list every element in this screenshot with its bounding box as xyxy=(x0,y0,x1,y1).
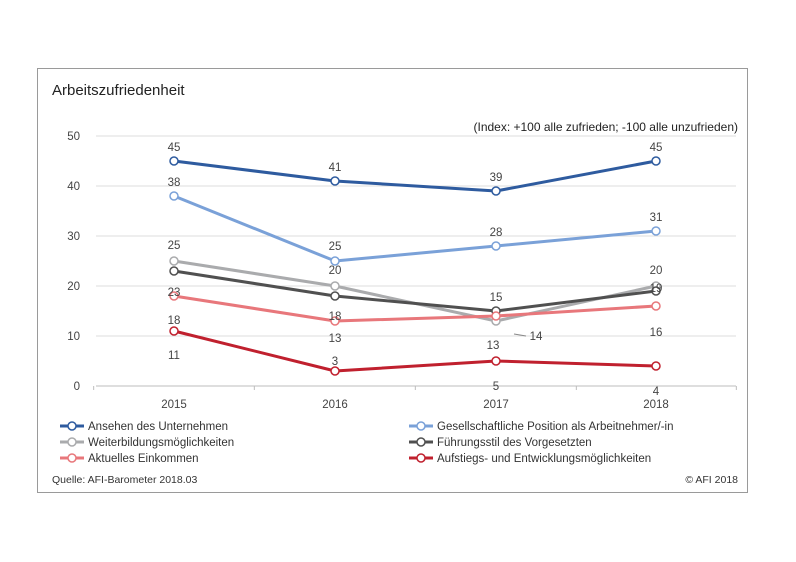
data-point xyxy=(330,176,340,186)
data-label: 13 xyxy=(329,333,342,345)
x-tick-label: 2016 xyxy=(322,399,348,411)
data-label: 20 xyxy=(650,265,663,277)
y-tick-label: 40 xyxy=(67,181,80,193)
y-tick-label: 20 xyxy=(67,281,80,293)
series-lines xyxy=(169,156,661,376)
data-label: 20 xyxy=(329,265,342,277)
y-tick-label: 50 xyxy=(67,131,80,143)
data-point xyxy=(169,291,179,301)
legend-entry: Führungsstil des Vorgesetzten xyxy=(437,437,592,449)
series-line xyxy=(173,194,657,263)
legend-entry: Aktuelles Einkommen xyxy=(88,453,199,465)
data-point xyxy=(169,326,179,336)
data-point xyxy=(330,281,340,291)
chart-subtitle: (Index: +100 alle zufrieden; -100 alle u… xyxy=(473,120,738,134)
data-point xyxy=(651,226,661,236)
legend-swatch-marker xyxy=(67,453,77,463)
x-tick-label: 2015 xyxy=(161,399,187,411)
legend: Ansehen des Unternehmen Gesellschaftliche… xyxy=(60,421,674,465)
data-label: 25 xyxy=(168,240,181,252)
legend-entry: Gesellschaftliche Position als Arbeitneh… xyxy=(437,421,674,433)
data-label: 31 xyxy=(650,212,663,224)
legend-entry: Ansehen des Unternehmen xyxy=(88,421,228,433)
series-line xyxy=(173,269,657,313)
data-point xyxy=(330,366,340,376)
legend-swatch-marker xyxy=(416,421,426,431)
data-label: 38 xyxy=(168,177,181,189)
data-label: 25 xyxy=(329,241,342,253)
data-point xyxy=(651,156,661,166)
data-point xyxy=(169,266,179,276)
x-tick-label: 2017 xyxy=(483,399,509,411)
data-label: 11 xyxy=(168,350,180,362)
legend-entry: Aufstiegs- und Entwicklungsmöglichkeiten xyxy=(437,453,651,465)
data-label: 28 xyxy=(490,227,503,239)
x-tick-label: 2018 xyxy=(643,399,669,411)
data-point xyxy=(491,186,501,196)
data-label: 45 xyxy=(168,142,181,154)
data-label: 3 xyxy=(332,356,338,368)
data-label: 16 xyxy=(650,327,663,339)
data-point xyxy=(651,286,661,296)
data-label: 19 xyxy=(650,283,663,295)
data-point xyxy=(330,256,340,266)
legend-swatch-marker xyxy=(67,421,77,431)
legend-swatch-marker xyxy=(416,453,426,463)
line-chart: Arbeitszufriedenheit (Index: +100 alle z… xyxy=(52,82,738,486)
legend-swatch-marker xyxy=(416,437,426,447)
y-tick-label: 0 xyxy=(74,381,80,393)
chart-title: Arbeitszufriedenheit xyxy=(52,82,185,99)
legend-swatch-marker xyxy=(67,437,77,447)
chart-frame: Arbeitszufriedenheit (Index: +100 alle z… xyxy=(37,68,748,493)
data-label: 4 xyxy=(653,386,660,398)
data-point xyxy=(491,241,501,251)
copyright-note: © AFI 2018 xyxy=(685,474,738,486)
data-label: 5 xyxy=(493,381,499,393)
series-line xyxy=(173,329,657,373)
data-point xyxy=(169,256,179,266)
series-line xyxy=(173,159,657,193)
data-label: 18 xyxy=(168,315,181,327)
data-label: 23 xyxy=(168,287,181,299)
data-label: 18 xyxy=(329,311,342,323)
data-label: 14 xyxy=(530,331,543,343)
data-point xyxy=(651,361,661,371)
series-line xyxy=(173,294,657,323)
data-point xyxy=(330,291,340,301)
data-point xyxy=(169,156,179,166)
data-point xyxy=(169,191,179,201)
data-label: 39 xyxy=(490,172,503,184)
data-label: 13 xyxy=(487,340,500,352)
data-point xyxy=(491,311,501,321)
legend-entry: Weiterbildungsmöglichkeiten xyxy=(88,437,234,449)
data-label: 15 xyxy=(490,292,503,304)
source-note: Quelle: AFI-Barometer 2018.03 xyxy=(52,474,197,486)
data-point xyxy=(330,316,340,326)
data-label: 45 xyxy=(650,142,663,154)
gridlines xyxy=(96,135,736,337)
y-tick-label: 10 xyxy=(67,331,80,343)
label-leader-line xyxy=(513,333,527,337)
y-tick-label: 30 xyxy=(67,231,80,243)
data-point xyxy=(651,301,661,311)
data-point xyxy=(491,356,501,366)
data-label: 41 xyxy=(329,162,342,174)
